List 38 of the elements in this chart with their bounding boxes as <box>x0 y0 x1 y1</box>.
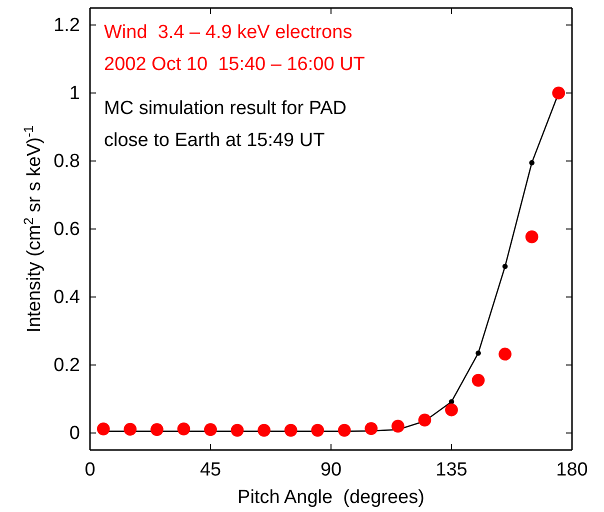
point <box>418 414 432 426</box>
point <box>445 403 458 416</box>
annotation: MC simulation result for PAD <box>104 98 346 119</box>
annotation: close to Earth at 15:49 UT <box>104 130 326 151</box>
x-tick-label: 0 <box>84 459 96 480</box>
y-tick-label: 1 <box>69 83 80 104</box>
y-tick-label: 1.2 <box>54 15 80 36</box>
x-tick-label: 45 <box>200 459 222 480</box>
point <box>311 424 324 437</box>
point <box>258 424 270 437</box>
x-tick-label: 90 <box>320 459 342 480</box>
point <box>552 86 566 100</box>
y-tick-label: 0 <box>69 423 80 444</box>
y-tick-label: 0.8 <box>54 151 80 172</box>
annotation: Wind 3.4 – 4.9 keV electrons <box>104 22 352 43</box>
point <box>96 422 110 436</box>
point <box>230 424 244 437</box>
x-tick-label: 180 <box>556 459 588 480</box>
point <box>529 160 534 166</box>
point <box>498 348 512 361</box>
point <box>392 420 404 433</box>
y-tick-label: 0.2 <box>54 355 80 376</box>
point <box>284 424 298 437</box>
point <box>338 424 351 437</box>
point <box>525 230 538 244</box>
y-tick-label: 0.6 <box>54 219 80 240</box>
point <box>476 350 481 356</box>
y-tick-label: 0.4 <box>54 287 80 308</box>
point <box>502 264 508 270</box>
annotation: 2002 Oct 10 15:40 – 16:00 UT <box>104 54 366 75</box>
point <box>177 422 190 436</box>
point <box>150 423 164 436</box>
point <box>124 422 137 436</box>
x-tick-label: 135 <box>436 459 468 480</box>
x-axis-title: Pitch Angle (degrees) <box>238 487 424 508</box>
point <box>364 422 378 435</box>
point <box>472 374 485 387</box>
point <box>204 423 217 436</box>
